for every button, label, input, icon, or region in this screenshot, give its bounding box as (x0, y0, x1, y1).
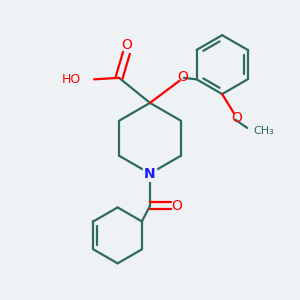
Text: O: O (231, 111, 242, 124)
Text: O: O (172, 199, 182, 213)
Text: O: O (177, 70, 188, 84)
Text: N: N (144, 167, 156, 181)
Text: CH₃: CH₃ (254, 126, 274, 136)
Text: O: O (121, 38, 132, 52)
Text: HO: HO (61, 73, 81, 86)
